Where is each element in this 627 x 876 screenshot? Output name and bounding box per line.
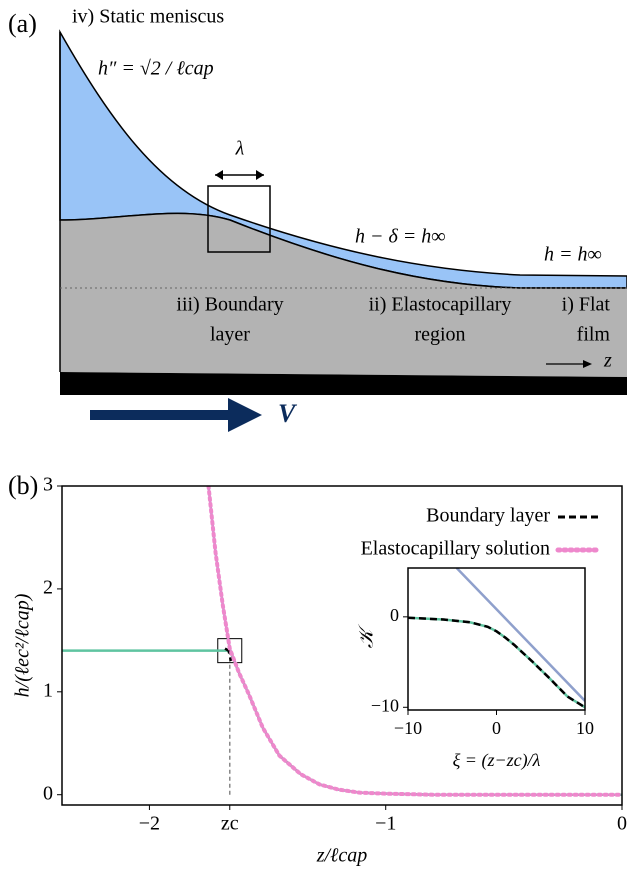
region-label: ii) Elastocapillary [369, 294, 512, 316]
y-axis-label: h/(ℓec²/ℓcap) [12, 593, 34, 697]
z-arrowhead [583, 360, 592, 368]
plot-area [408, 568, 585, 710]
region-label: iii) Boundary [176, 294, 283, 316]
region-label: layer [210, 324, 250, 346]
x-tick-label: 0 [492, 718, 501, 738]
y-tick-label: 1 [43, 679, 53, 701]
y-tick-label: 3 [43, 474, 53, 496]
panel-label: (b) [8, 471, 38, 500]
lambda-label: λ [235, 138, 245, 160]
series-line [408, 616, 585, 709]
plot-frame [61, 485, 623, 806]
series-line [224, 647, 233, 662]
region-label: region [414, 324, 465, 346]
y-tick-label: −10 [371, 695, 399, 715]
y-tick-label: 2 [43, 576, 53, 598]
x-tick-label: 10 [576, 718, 594, 738]
x-axis-label: z/ℓcap [316, 845, 368, 867]
legend-label: Elastocapillary solution [361, 538, 550, 560]
panel-a: (a) iv) Static meniscus h″ = √2 / ℓcap λ… [8, 6, 627, 432]
velocity-arrow [90, 410, 230, 420]
series-line [455, 568, 585, 702]
plot-data [62, 486, 622, 797]
meniscus-label: iv) Static meniscus [72, 6, 224, 28]
x-tick-label: −1 [375, 813, 396, 835]
x-axis-label: ξ = (z−zc)/λ [453, 750, 541, 771]
x-tick-label: −2 [139, 813, 160, 835]
substrate [60, 372, 627, 395]
z-label: z [603, 350, 612, 372]
y-tick-label: 0 [43, 782, 53, 804]
velocity-arrowhead [228, 398, 262, 432]
region-label: i) Flat [562, 294, 611, 316]
velocity-label: V [278, 399, 298, 428]
film [60, 213, 627, 377]
elastocapillary-relation: h − δ = h∞ [355, 226, 446, 248]
flat-relation: h = h∞ [544, 244, 602, 266]
series-line [206, 486, 622, 797]
legend-label: Boundary layer [426, 505, 550, 527]
film-surface [59, 212, 627, 289]
panel-label: (a) [8, 9, 37, 38]
y-tick-label: 0 [390, 605, 399, 625]
curvature-label: h″ = √2 / ℓcap [98, 58, 214, 80]
x-tick-label: 0 [617, 813, 627, 835]
plot-data [408, 568, 585, 709]
x-tick-label: −10 [394, 718, 422, 738]
x-tick-label: zc [221, 813, 239, 835]
region-label: film [577, 324, 611, 346]
zoom-box [207, 185, 271, 253]
